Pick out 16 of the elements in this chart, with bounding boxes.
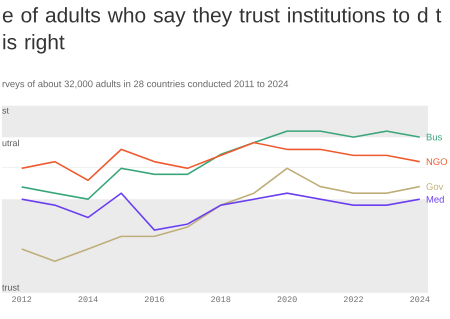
x-tick-label: 2012	[12, 296, 32, 302]
chart-subtitle: rveys of about 32,000 adults in 28 countries conducted 2011 to 2024	[2, 80, 288, 90]
series-label: Gov	[426, 183, 444, 190]
x-tick-label: 2016	[144, 296, 164, 302]
series-label: NGO	[426, 158, 448, 166]
x-tick-label: 2020	[278, 296, 297, 302]
x-tick-label: 2018	[211, 296, 230, 302]
series-label: Med	[426, 196, 444, 203]
series-label: Bus	[426, 134, 442, 141]
chart-title: e of adults who say they trust institutions to d t is right	[2, 7, 442, 54]
band-label: trust	[2, 284, 20, 291]
annotation: utral	[2, 140, 19, 146]
band-label: st	[2, 108, 9, 114]
x-tick-label: 2024	[410, 296, 430, 302]
x-tick-label: 2022	[344, 296, 364, 302]
x-tick-label: 2014	[78, 296, 98, 302]
